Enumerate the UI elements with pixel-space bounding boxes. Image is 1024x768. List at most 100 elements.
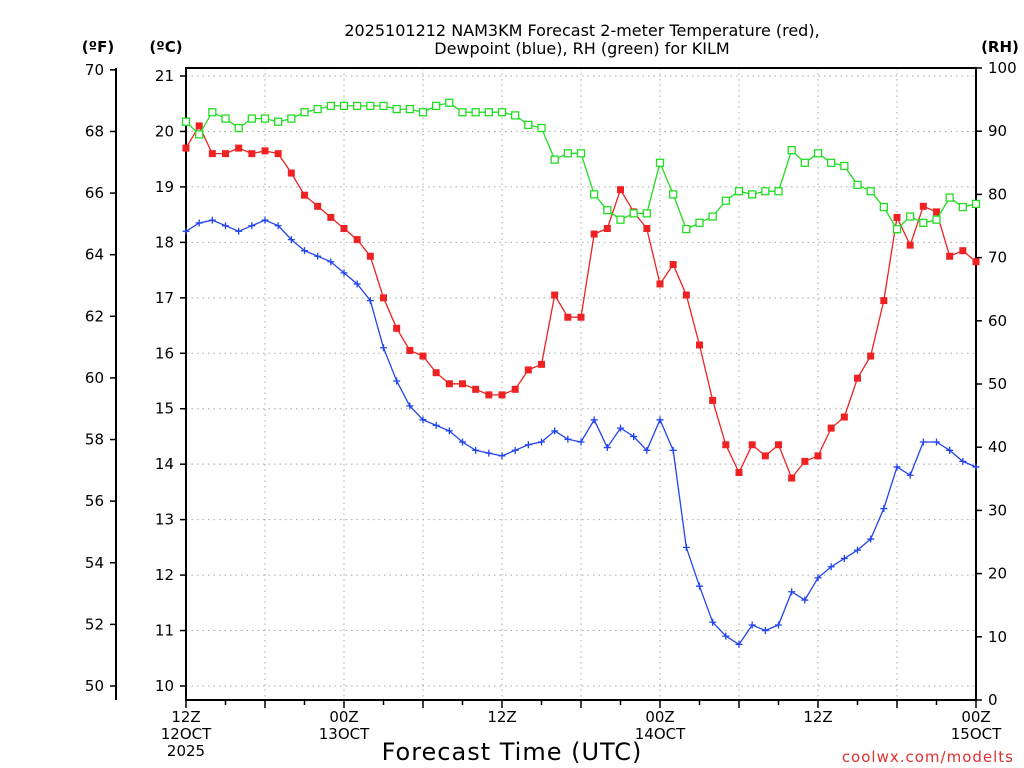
rh-point — [326, 101, 335, 111]
x-axis-title: Forecast Time (UTC) — [382, 738, 643, 766]
2-meter-temperature-point — [972, 258, 980, 266]
grid-lines — [186, 68, 976, 700]
time-tick-label: 14OCT — [635, 725, 686, 743]
2-meter-temperature-point — [867, 352, 875, 360]
2-meter-temperature-point — [406, 347, 414, 354]
dewpoint-point — [327, 258, 335, 266]
dewpoint-point — [919, 438, 927, 446]
celsius-tick-label: 10 — [155, 677, 174, 695]
2-meter-temperature-point — [827, 424, 835, 432]
dewpoint-point — [511, 446, 519, 454]
dewpoint-point — [419, 416, 427, 424]
2-meter-temperature-point — [485, 391, 493, 399]
2-meter-temperature-point — [314, 202, 322, 210]
dewpoint-point — [709, 618, 717, 626]
2-meter-temperature-point — [248, 150, 256, 158]
rh-tick-label: 20 — [988, 565, 1007, 583]
2-meter-temperature-point — [669, 261, 677, 269]
data-series — [181, 98, 981, 648]
2-meter-temperature-point — [274, 150, 282, 158]
fahrenheit-tick-label: 70 — [85, 61, 104, 79]
time-tick-label: 12Z — [487, 708, 516, 726]
2-meter-temperature-point — [524, 366, 532, 374]
celsius-tick-label: 14 — [155, 455, 174, 473]
tick-labels: 50 52 54 56 58 60 62 64 66 68 70 10 11 12 13 14 15 16 17 18… — [85, 59, 1017, 760]
fahrenheit-tick-label: 56 — [85, 492, 104, 510]
2-meter-temperature-point — [656, 280, 664, 288]
dewpoint-point — [524, 441, 532, 449]
celsius-tick-label: 15 — [155, 400, 174, 418]
dewpoint-point — [577, 438, 585, 446]
dewpoint-point — [432, 421, 440, 429]
dewpoint-point — [643, 446, 651, 454]
dewpoint-point — [393, 377, 401, 385]
rh-point — [708, 212, 717, 221]
rh-point — [208, 108, 217, 117]
axes — [110, 67, 982, 708]
rh-point — [550, 155, 559, 164]
2-meter-temperature-point — [511, 385, 519, 393]
2-meter-temperature-point — [261, 147, 269, 155]
dewpoint-point — [656, 416, 664, 424]
2-meter-temperature-point — [696, 341, 703, 349]
dewpoint-point — [722, 632, 730, 640]
dewpoint-point — [854, 546, 861, 554]
2-meter-temperature-point — [788, 474, 796, 482]
rh-point — [787, 146, 796, 155]
dewpoint-point — [366, 297, 374, 305]
2-meter-temperature-point — [577, 313, 585, 321]
rh-point — [524, 120, 533, 130]
dewpoint-point — [761, 627, 769, 635]
2-meter-temperature-point — [551, 291, 559, 299]
2-meter-temperature-point — [590, 230, 598, 238]
dewpoint-point — [893, 463, 901, 471]
2-meter-temperature-point — [840, 413, 848, 421]
rh-point — [221, 114, 230, 123]
2-meter-temperature-point — [946, 252, 954, 260]
fahrenheit-tick-label: 50 — [85, 677, 104, 695]
rh-point — [511, 111, 520, 120]
rh-point — [669, 190, 678, 199]
celsius-tick-label: 18 — [155, 233, 174, 251]
2-meter-temperature-point — [775, 441, 782, 449]
time-tick-label: 12OCT — [161, 725, 212, 743]
rh-point — [247, 114, 256, 123]
time-tick-label: 12Z — [171, 708, 200, 726]
time-tick-label: 15OCT — [951, 725, 1002, 743]
celsius-tick-label: 16 — [155, 344, 174, 362]
2-meter-temperature-point — [761, 452, 769, 460]
2-meter-temperature-point — [643, 225, 651, 232]
rh-tick-label: 60 — [988, 312, 1007, 330]
rh-point — [919, 218, 928, 227]
2-meter-temperature-point — [393, 324, 401, 332]
rh-point — [537, 123, 546, 133]
dewpoint-point — [248, 222, 256, 230]
rh-point — [721, 196, 730, 205]
dewpoint-point — [682, 543, 690, 551]
credit-text: coolwx.com/modelts — [842, 748, 1014, 766]
rh-point — [840, 161, 849, 171]
2-meter-temperature-point — [287, 169, 295, 177]
fahrenheit-axis-label: (ºF) — [82, 38, 114, 56]
2-meter-temperature-point — [472, 385, 480, 393]
rh-point — [379, 101, 388, 111]
2-meter-temperature-point — [222, 150, 229, 158]
2-meter-temperature-point — [235, 144, 243, 152]
rh-point — [906, 212, 915, 221]
2-meter-temperature-point — [419, 352, 427, 360]
2-meter-temperature-point — [919, 202, 927, 210]
rh-point — [827, 158, 836, 167]
fahrenheit-tick-label: 52 — [85, 615, 104, 633]
2-meter-temperature-point — [906, 241, 914, 249]
dewpoint-point — [406, 402, 414, 410]
rh-point — [748, 190, 757, 199]
2-meter-temperature-point — [814, 452, 822, 460]
rh-point — [590, 190, 599, 199]
2-meter-temperature-point — [682, 291, 690, 299]
2-meter-temperature-point — [735, 469, 743, 476]
rh-point — [866, 187, 875, 196]
dewpoint-point — [459, 438, 466, 446]
rh-point — [300, 108, 309, 117]
rh-point — [418, 108, 428, 117]
dewpoint-point — [617, 424, 624, 432]
